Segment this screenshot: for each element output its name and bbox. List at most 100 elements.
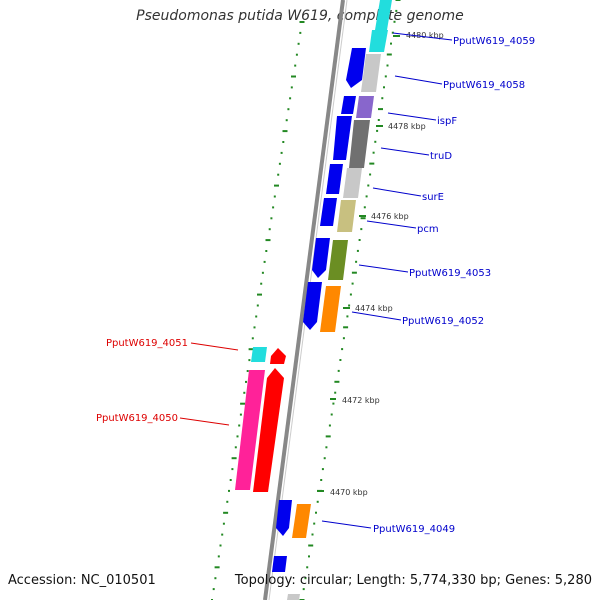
genome-backbone (263, 0, 345, 600)
kbp-tick-label: 4470 kbp (330, 488, 368, 497)
gene-label[interactable]: truD (430, 151, 452, 162)
track-dot (360, 217, 366, 220)
gene-block[interactable] (328, 240, 348, 280)
cds-feature[interactable] (312, 238, 330, 278)
track-dot (268, 228, 271, 231)
gene-label[interactable]: PputW619_4051 (106, 338, 188, 349)
gene-block[interactable] (320, 286, 341, 332)
gene-block[interactable] (270, 348, 286, 364)
track-dot (257, 293, 262, 296)
track-dot (239, 413, 242, 416)
track-dot (265, 250, 268, 252)
kbp-tick-label: 4478 kbp (388, 122, 426, 131)
track-dot (219, 544, 222, 547)
kbp-tick-label: 4476 kbp (371, 212, 409, 221)
gene-block[interactable] (356, 96, 374, 118)
track-dot (234, 446, 237, 449)
gene-label[interactable]: PputW619_4053 (409, 268, 491, 279)
cds-feature[interactable] (333, 116, 352, 160)
track-dot (289, 97, 292, 100)
gene-block[interactable] (361, 54, 381, 92)
gene-leader-line (394, 75, 443, 85)
gene-leader-line (366, 220, 417, 229)
outer-dotted-track (299, 0, 401, 600)
track-dot (245, 380, 247, 383)
track-dot (376, 129, 379, 132)
gene-block[interactable] (287, 594, 300, 600)
cds-feature[interactable] (272, 556, 287, 572)
track-dot (282, 130, 288, 133)
track-dot (278, 162, 281, 165)
gene-label[interactable]: PputW619_4052 (402, 316, 484, 327)
track-dot (320, 479, 323, 481)
track-dot (369, 162, 375, 165)
gene-block[interactable] (253, 368, 284, 492)
gene-block[interactable] (369, 30, 388, 52)
track-dot (321, 468, 324, 471)
track-dot (248, 348, 254, 351)
gene-block[interactable] (343, 168, 362, 198)
track-dot (395, 9, 398, 12)
gene-leader-line (179, 417, 230, 426)
track-dot (214, 566, 220, 569)
gene-label[interactable]: ispF (437, 116, 457, 127)
gene-leader-line (358, 264, 409, 273)
track-dot (285, 119, 288, 122)
gene-block[interactable] (375, 0, 392, 30)
gene-label[interactable]: surE (422, 192, 444, 203)
track-dot (270, 217, 273, 220)
track-dot (238, 424, 241, 427)
track-dot (299, 21, 305, 23)
track-dot (374, 140, 377, 143)
track-dot (240, 402, 246, 405)
track-dot (236, 435, 239, 438)
track-dot (341, 348, 344, 351)
gene-block[interactable] (251, 347, 267, 362)
track-dot (384, 75, 387, 78)
track-dot (261, 271, 264, 274)
track-dot (251, 337, 254, 340)
track-dot (390, 42, 392, 45)
inner-dotted-track (211, 21, 305, 600)
track-dot (330, 413, 333, 416)
track-dot (337, 369, 340, 372)
cds-feature[interactable] (320, 198, 337, 226)
track-dot (280, 151, 283, 154)
track-dot (277, 173, 280, 176)
track-dot (256, 304, 259, 307)
track-dot (377, 119, 380, 121)
track-dot (229, 479, 232, 481)
track-dot (302, 588, 305, 591)
cds-feature[interactable] (341, 96, 356, 114)
track-dot (365, 195, 368, 198)
gene-block[interactable] (349, 120, 370, 168)
track-dot (339, 359, 342, 361)
track-dot (349, 293, 352, 296)
gene-label[interactable]: PputW619_4059 (453, 36, 535, 47)
gene-block[interactable] (337, 200, 356, 232)
track-dot (291, 75, 296, 78)
track-dot (367, 184, 370, 187)
track-dot (355, 260, 358, 263)
track-dot (299, 31, 302, 34)
accession-text: Accession: NC_010501 (8, 573, 156, 588)
cds-feature[interactable] (303, 282, 322, 330)
cds-feature[interactable] (276, 500, 292, 536)
gene-block[interactable] (292, 504, 311, 538)
topology-text: Topology: circular; Length: 5,774,330 bp… (234, 573, 592, 588)
cds-feature[interactable] (326, 164, 343, 194)
gene-label[interactable]: PputW619_4058 (443, 80, 525, 91)
gene-block[interactable] (235, 370, 265, 490)
track-dot (315, 511, 317, 514)
track-dot (360, 228, 363, 231)
track-dot (231, 457, 237, 460)
gene-label[interactable]: PputW619_4050 (96, 413, 178, 424)
gene-label[interactable]: pcm (417, 224, 439, 235)
track-dot (223, 511, 229, 514)
track-dot (308, 555, 310, 558)
track-dot (328, 424, 331, 427)
cds-feature[interactable] (346, 48, 366, 88)
track-dot (222, 522, 225, 525)
gene-label[interactable]: PputW619_4049 (373, 524, 455, 535)
track-dot (311, 533, 314, 536)
